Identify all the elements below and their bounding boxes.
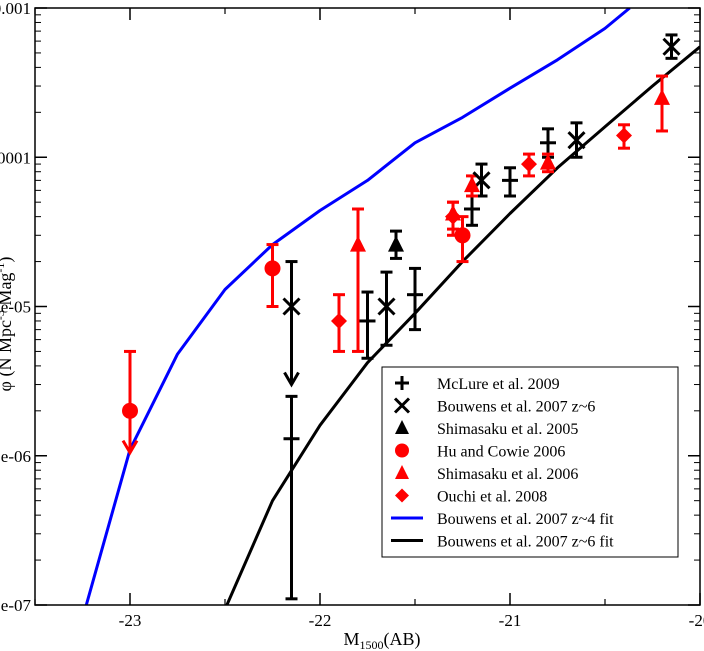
diamond-marker [521, 156, 537, 173]
y-tick-label: 0.0001 [0, 148, 31, 167]
circle-marker [454, 227, 471, 244]
diamond-marker [616, 127, 632, 144]
triangle-marker [388, 235, 404, 252]
diamond-marker [445, 208, 461, 225]
markers [122, 37, 681, 447]
x-axis-label: M1500(AB) [343, 629, 420, 651]
triangle-marker [350, 235, 366, 252]
cross-marker-b [662, 37, 681, 56]
x-tick-label: -21 [499, 611, 522, 630]
legend-label: Bouwens et al. 2007 z~6 fit [437, 534, 614, 551]
legend-label: Bouwens et al. 2007 z~6 [437, 399, 595, 416]
y-tick-label: 0.001 [0, 0, 31, 18]
legend-label: Shimasaku et al. 2006 [437, 466, 578, 483]
fit-line [84, 8, 631, 605]
cross-marker-b [393, 397, 411, 414]
legend-label: McLure et al. 2009 [437, 376, 560, 393]
y-tick-label: 1e-05 [0, 298, 31, 317]
legend-label: Ouchi et al. 2008 [437, 489, 547, 506]
legend-label: Bouwens et al. 2007 z~4 fit [437, 511, 614, 528]
legend-label: Shimasaku et al. 2005 [437, 421, 578, 438]
circle-marker [264, 260, 281, 277]
circle-marker [122, 402, 138, 419]
error-bars [121, 33, 678, 601]
cross-marker-b [567, 131, 586, 150]
diamond-marker [331, 312, 347, 329]
triangle-marker [464, 176, 480, 193]
upper-limit-arrow [283, 371, 300, 388]
triangle-marker [540, 153, 556, 170]
triangle-marker [654, 88, 670, 105]
x-tick-label: -23 [119, 611, 142, 630]
triangle-marker [395, 420, 409, 434]
legend-box [381, 366, 679, 558]
x-tick-label: -22 [309, 611, 332, 630]
y-tick-label: 1e-06 [0, 447, 31, 466]
legend-label: Hu and Cowie 2006 [437, 444, 565, 461]
circle-marker [395, 443, 409, 458]
axis-ticks: -23 -22 -21 -20 1e-07 1e-06 1e-05 0.0001 0.001 [0, 0, 704, 630]
diamond-marker [395, 488, 409, 503]
triangle-marker [395, 465, 409, 479]
upper-limit-arrow [121, 439, 139, 456]
y-tick-label: 1e-07 [0, 596, 31, 615]
y-axis-label: φ (N Mpc-3 Mag-1) [0, 257, 16, 392]
x-tick-label: -20 [689, 611, 704, 630]
cross-marker-b [282, 297, 301, 316]
cross-marker-b [377, 297, 396, 316]
legend: McLure et al. 2009 Bouwens et al. 2007 z~… [381, 366, 679, 558]
